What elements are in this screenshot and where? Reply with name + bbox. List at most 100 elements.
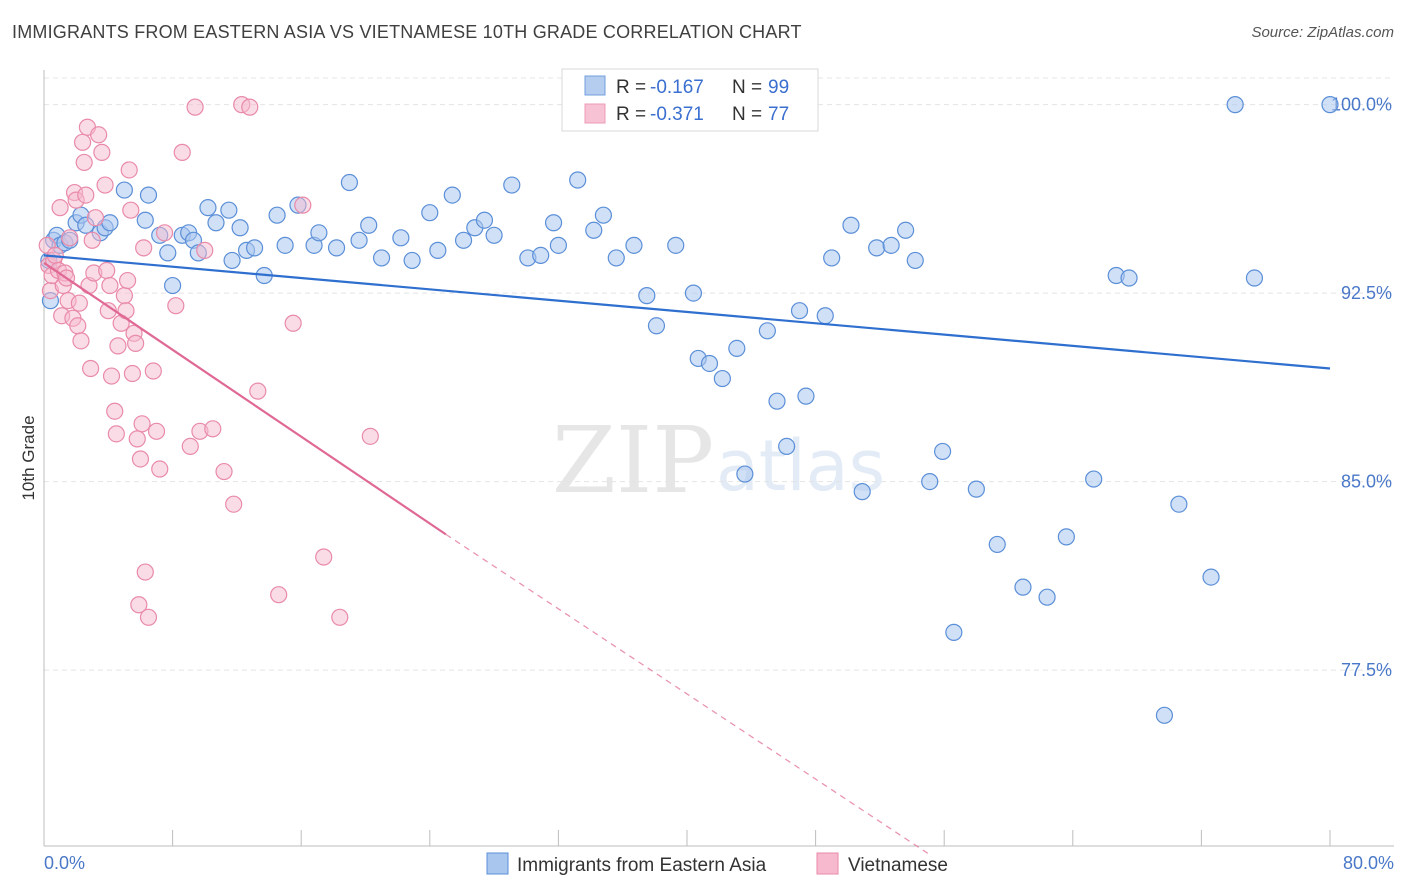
point-eastern-asia-89 (1057, 528, 1075, 546)
point-eastern-asia-75 (823, 249, 841, 267)
bottom-legend-swatch-blue (486, 852, 509, 875)
point-eastern-asia-65 (700, 354, 719, 373)
point-eastern-asia-93 (1155, 706, 1174, 724)
point-vietnamese-20 (73, 133, 92, 151)
point-eastern-asia-32 (276, 236, 294, 254)
point-eastern-asia-53 (544, 214, 563, 232)
point-vietnamese-75 (331, 608, 349, 626)
point-eastern-asia-54 (549, 236, 568, 254)
x-tick-label-max: 80.0% (1343, 853, 1394, 873)
point-eastern-asia-25 (220, 201, 238, 219)
point-vietnamese-7 (51, 199, 69, 217)
point-vietnamese-17 (69, 317, 87, 335)
point-eastern-asia-82 (921, 472, 939, 491)
chart-source: Source: ZipAtlas.com (1251, 24, 1394, 41)
point-vietnamese-62 (186, 98, 204, 116)
legend-n-label-1: N = (732, 77, 762, 98)
point-eastern-asia-86 (988, 535, 1006, 554)
point-eastern-asia-98 (1321, 96, 1339, 114)
point-vietnamese-64 (196, 241, 214, 259)
point-vietnamese-21 (75, 153, 93, 172)
legend-r-label-1: R = (616, 77, 646, 98)
point-vietnamese-44 (122, 201, 140, 219)
point-eastern-asia-49 (485, 226, 503, 244)
point-eastern-asia-69 (758, 322, 776, 340)
point-eastern-asia-87 (1014, 578, 1032, 596)
point-eastern-asia-96 (1226, 96, 1244, 114)
bottom-legend-swatch-pink (816, 852, 839, 875)
trend-line-eastern-asia (43, 254, 1331, 370)
point-vietnamese-28 (86, 209, 105, 227)
legend-r-value-2: -0.371 (650, 104, 704, 125)
point-vietnamese-73 (294, 196, 312, 214)
legend-swatch-pink (584, 103, 606, 124)
trend-lines (43, 254, 1331, 855)
point-vietnamese-51 (133, 415, 151, 433)
point-eastern-asia-35 (310, 224, 328, 242)
point-eastern-asia-83 (933, 442, 952, 461)
point-eastern-asia-50 (503, 176, 521, 194)
point-eastern-asia-26 (223, 251, 241, 270)
point-eastern-asia-46 (454, 231, 473, 249)
point-eastern-asia-76 (842, 216, 860, 234)
point-vietnamese-54 (139, 608, 158, 626)
legend-n-value-1: 99 (768, 77, 789, 98)
point-eastern-asia-43 (421, 204, 439, 222)
point-eastern-asia-55 (569, 171, 587, 189)
trend-line-vietnamese-extension (445, 533, 929, 855)
point-eastern-asia-38 (350, 231, 368, 249)
point-vietnamese-70 (249, 382, 267, 400)
point-eastern-asia-85 (967, 480, 985, 498)
point-vietnamese-45 (123, 364, 142, 383)
point-vietnamese-13 (61, 229, 79, 247)
point-vietnamese-41 (117, 302, 135, 320)
point-eastern-asia-95 (1202, 568, 1220, 586)
point-vietnamese-50 (131, 450, 150, 468)
point-vietnamese-69 (241, 98, 259, 116)
x-axis-ticks (43, 830, 1331, 846)
point-eastern-asia-71 (778, 437, 796, 456)
point-vietnamese-57 (151, 460, 169, 478)
y-axis-title: 10th Grade (19, 415, 38, 500)
point-vietnamese-47 (127, 334, 145, 352)
legend-n-value-2: 77 (768, 104, 789, 125)
point-eastern-asia-62 (667, 236, 685, 254)
y-tick-label-0: 77.5% (1341, 660, 1392, 680)
point-eastern-asia-13 (115, 181, 133, 199)
point-eastern-asia-56 (585, 221, 603, 239)
point-vietnamese-72 (284, 314, 302, 332)
point-eastern-asia-27 (231, 219, 249, 237)
point-eastern-asia-40 (372, 249, 391, 267)
point-vietnamese-66 (215, 462, 233, 481)
point-eastern-asia-74 (816, 307, 834, 325)
point-eastern-asia-80 (897, 221, 915, 239)
point-eastern-asia-15 (139, 186, 158, 204)
series-vietnamese-points (38, 96, 379, 626)
point-vietnamese-40 (115, 287, 133, 305)
point-eastern-asia-61 (647, 317, 666, 335)
point-eastern-asia-17 (159, 244, 177, 262)
point-vietnamese-71 (270, 586, 288, 604)
point-eastern-asia-73 (797, 387, 815, 405)
point-vietnamese-52 (135, 239, 153, 257)
point-vietnamese-38 (109, 337, 127, 355)
point-eastern-asia-90 (1085, 470, 1103, 488)
point-eastern-asia-45 (443, 186, 461, 204)
point-eastern-asia-18 (164, 276, 182, 295)
point-eastern-asia-72 (790, 302, 809, 320)
point-eastern-asia-67 (728, 339, 746, 357)
point-eastern-asia-94 (1170, 495, 1188, 513)
point-vietnamese-48 (128, 430, 146, 448)
x-tick-label-min: 0.0% (44, 853, 85, 873)
point-eastern-asia-14 (136, 211, 154, 229)
point-vietnamese-76 (361, 427, 379, 445)
point-vietnamese-34 (101, 276, 119, 295)
point-vietnamese-49 (130, 596, 148, 614)
legend-swatch-blue (584, 75, 606, 96)
point-eastern-asia-24 (207, 214, 225, 232)
point-vietnamese-19 (72, 332, 90, 350)
point-eastern-asia-78 (868, 239, 886, 257)
point-vietnamese-31 (96, 176, 114, 194)
point-eastern-asia-42 (403, 251, 421, 270)
